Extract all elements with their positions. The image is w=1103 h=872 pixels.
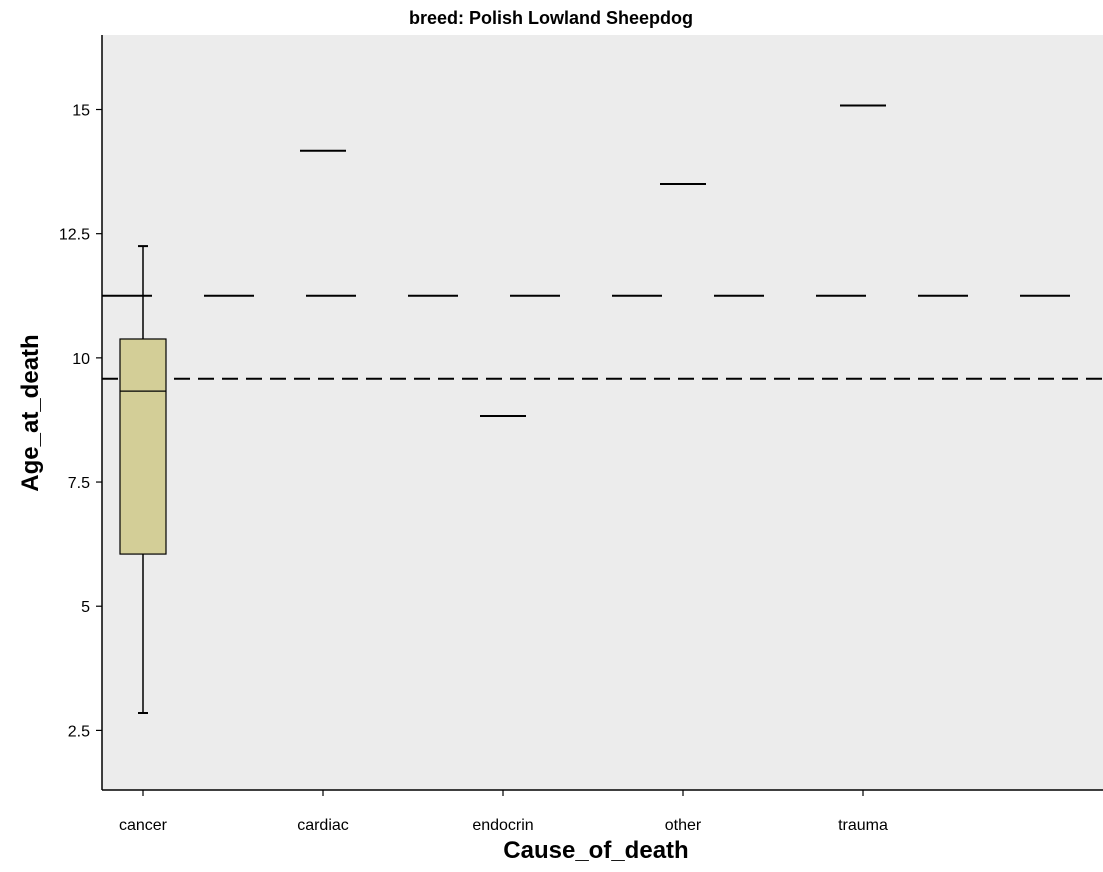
y-tick-label: 7.5 — [68, 475, 90, 492]
x-tick-label: endocrin — [472, 817, 533, 834]
y-tick-label: 5 — [81, 599, 90, 616]
box-cancer — [119, 245, 167, 715]
x-axis-ticks: cancer cardiac endocrin other trauma — [119, 790, 888, 834]
box-series — [119, 104, 886, 715]
x-tick-label: cardiac — [297, 817, 349, 834]
reference-lines — [102, 294, 1103, 380]
y-tick-label: 15 — [72, 103, 90, 120]
box-rect-cancer — [119, 338, 167, 555]
y-tick-label: 12.5 — [59, 227, 90, 244]
y-tick-label: 2.5 — [68, 723, 90, 740]
plot-background — [102, 35, 1103, 790]
y-tick-label: 10 — [72, 351, 90, 368]
chart-title: breed: Polish Lowland Sheepdog — [409, 8, 693, 28]
x-axis-title: Cause_of_death — [503, 837, 688, 864]
x-tick-label: trauma — [838, 817, 888, 834]
x-tick-label: other — [665, 817, 702, 834]
y-axis-ticks: 2.5 5 7.5 10 12.5 15 — [59, 103, 102, 740]
x-tick-label: cancer — [119, 817, 168, 834]
y-axis-title: Age_at_death — [17, 334, 44, 491]
